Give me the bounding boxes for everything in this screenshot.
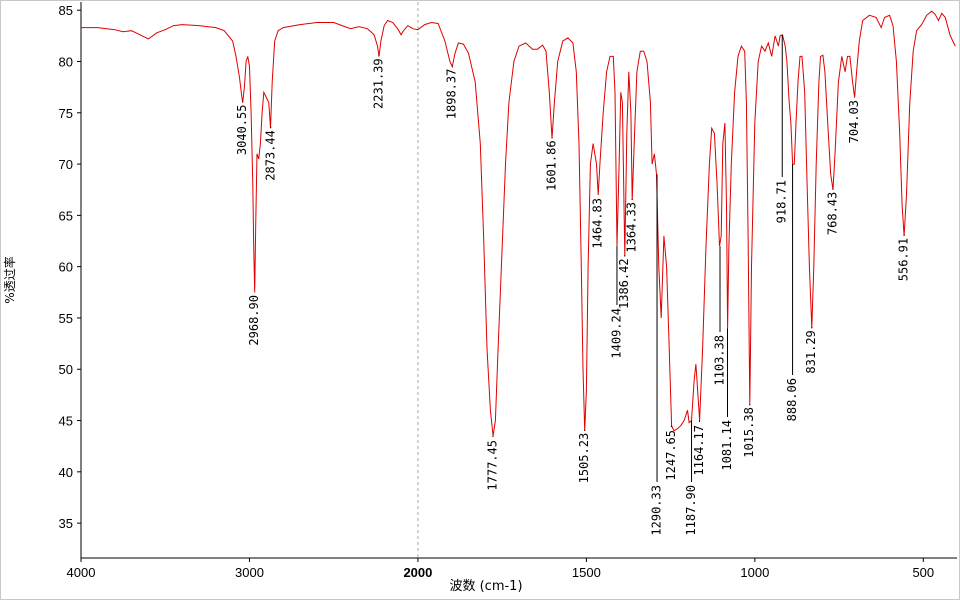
x-tick-label: 1000 xyxy=(740,565,769,580)
y-tick-label: 35 xyxy=(59,516,73,531)
y-tick-label: 80 xyxy=(59,54,73,69)
peak-label: 3040.55 xyxy=(235,105,249,156)
x-tick-label: 1500 xyxy=(572,565,601,580)
peak-label: 1898.37 xyxy=(445,69,459,120)
peak-label: 1777.45 xyxy=(485,440,499,491)
peak-label: 2968.90 xyxy=(247,295,261,346)
peak-label: 918.71 xyxy=(775,180,789,223)
y-tick-label: 50 xyxy=(59,362,73,377)
peak-label: 1601.86 xyxy=(545,140,559,191)
peak-label: 1187.90 xyxy=(684,485,698,536)
y-tick-label: 45 xyxy=(59,414,73,429)
peak-label: 704.03 xyxy=(847,100,861,143)
peak-label: 888.06 xyxy=(785,378,799,421)
peak-label: 1164.17 xyxy=(692,425,706,476)
y-tick-label: 65 xyxy=(59,208,73,223)
peak-label: 1015.38 xyxy=(742,407,756,458)
y-tick-label: 75 xyxy=(59,106,73,121)
peak-label: 1364.33 xyxy=(625,202,639,253)
y-tick-label: 40 xyxy=(59,465,73,480)
x-tick-label: 4000 xyxy=(67,565,96,580)
peak-label: 1103.38 xyxy=(713,335,727,386)
y-tick-label: 85 xyxy=(59,3,73,18)
peak-label: 556.91 xyxy=(897,238,911,281)
peak-label: 831.29 xyxy=(804,330,818,373)
spectrum-line xyxy=(81,10,956,436)
peak-label: 2231.39 xyxy=(371,58,385,109)
peak-label: 1247.65 xyxy=(664,430,678,481)
x-axis-label: 波数 (cm-1) xyxy=(449,579,522,594)
peak-label: 1505.23 xyxy=(577,433,591,484)
peak-label: 1464.83 xyxy=(591,198,605,249)
peak-label: 768.43 xyxy=(825,192,839,235)
y-tick-label: 70 xyxy=(59,157,73,172)
peak-label: 2873.44 xyxy=(263,130,277,181)
x-tick-label: 500 xyxy=(912,565,934,580)
peak-label: 1081.14 xyxy=(720,420,734,471)
x-tick-label: 2000 xyxy=(403,565,432,580)
peak-label: 1290.33 xyxy=(650,485,664,536)
peak-label: 1386.42 xyxy=(617,258,631,309)
y-tick-label: 55 xyxy=(59,311,73,326)
y-tick-label: 60 xyxy=(59,260,73,275)
y-axis-label: %透过率 xyxy=(2,256,17,303)
peak-label: 1409.24 xyxy=(609,308,623,359)
x-tick-label: 3000 xyxy=(235,565,264,580)
